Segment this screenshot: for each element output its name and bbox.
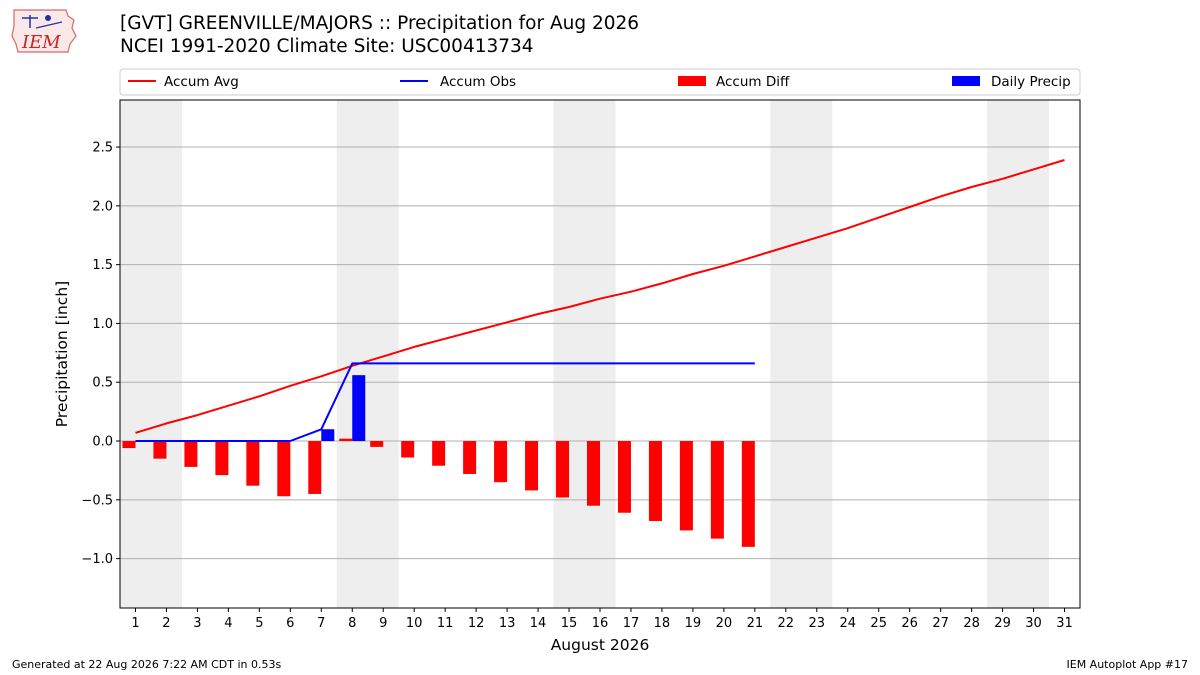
generated-timestamp: Generated at 22 Aug 2026 7:22 AM CDT in … <box>12 658 282 671</box>
accum-diff-bar <box>401 441 415 458</box>
daily-precip-bar <box>352 375 366 442</box>
accum-diff-bar <box>556 441 570 498</box>
accum-diff-bar <box>617 441 631 513</box>
x-tick-label: 23 <box>809 616 826 631</box>
accum-diff-bar <box>308 441 322 494</box>
y-tick-label: 1.5 <box>92 258 113 273</box>
title-line-1: [GVT] GREENVILLE/MAJORS :: Precipitation… <box>120 13 640 34</box>
app-credit: IEM Autoplot App #17 <box>1066 658 1189 671</box>
iem-logo: IEM <box>8 6 80 58</box>
accum-diff-bar <box>679 441 693 531</box>
x-axis-label: August 2026 <box>551 636 650 654</box>
logo-text: IEM <box>21 32 61 53</box>
legend-entry-daily-precip: Daily Precip <box>952 74 1071 90</box>
x-tick-label: 10 <box>406 616 423 631</box>
accum-avg-line <box>135 159 1065 434</box>
x-tick-label: 8 <box>348 616 356 631</box>
x-tick-label: 12 <box>468 616 485 631</box>
legend-label-accum-diff: Accum Diff <box>716 74 790 90</box>
accum-diff-bar <box>494 441 508 483</box>
x-tick-label: 27 <box>932 616 949 631</box>
x-tick-label: 9 <box>379 616 387 631</box>
x-tick-label: 16 <box>592 616 609 631</box>
x-tick-label: 5 <box>255 616 263 631</box>
legend-entry-accum-obs: Accum Obs <box>400 74 516 90</box>
weekend-shading <box>120 100 1050 608</box>
y-tick-label: 0.5 <box>92 376 113 391</box>
x-tick-label: 1 <box>131 616 139 631</box>
legend-label-accum-avg: Accum Avg <box>164 74 239 90</box>
y-axis-ticks: −1.0 −0.5 0.0 0.5 1.0 1.5 2.0 2.5 <box>81 141 120 567</box>
accum-diff-bar <box>277 441 291 497</box>
y-tick-label: 0.0 <box>92 435 113 450</box>
x-tick-label: 13 <box>499 616 516 631</box>
accum-diff-bar <box>246 441 260 486</box>
x-tick-label: 26 <box>901 616 918 631</box>
title-line-2: NCEI 1991-2020 Climate Site: USC00413734 <box>120 36 534 57</box>
x-tick-label: 29 <box>994 616 1011 631</box>
accum-diff-bar <box>184 441 198 467</box>
x-tick-label: 22 <box>778 616 795 631</box>
weekend-band <box>553 100 616 608</box>
x-tick-label: 25 <box>870 616 887 631</box>
chart-title: [GVT] GREENVILLE/MAJORS :: Precipitation… <box>120 12 639 58</box>
accum-diff-bar <box>215 441 229 476</box>
accum-diff-bar <box>525 441 539 491</box>
y-tick-label: −0.5 <box>81 493 113 508</box>
accum-diff-bar <box>648 441 662 521</box>
accum-diff-bar <box>741 441 755 547</box>
legend: Accum Avg Accum Obs Accum Diff Daily Pre… <box>119 68 1081 96</box>
legend-label-daily-precip: Daily Precip <box>991 74 1071 90</box>
legend-frame <box>119 68 1081 96</box>
x-tick-label: 20 <box>716 616 733 631</box>
accum-diff-bar <box>370 441 384 447</box>
legend-entry-accum-avg: Accum Avg <box>128 74 239 90</box>
legend-swatch-daily-precip <box>952 76 980 86</box>
x-tick-label: 31 <box>1056 616 1073 631</box>
x-tick-label: 21 <box>747 616 764 631</box>
x-tick-label: 2 <box>162 616 170 631</box>
x-tick-label: 4 <box>224 616 232 631</box>
legend-entry-accum-diff: Accum Diff <box>678 74 790 90</box>
x-tick-label: 18 <box>654 616 671 631</box>
y-tick-label: 1.0 <box>92 317 113 332</box>
bars <box>122 375 755 547</box>
x-tick-label: 30 <box>1025 616 1042 631</box>
accum-obs-line <box>135 362 755 442</box>
x-tick-label: 7 <box>317 616 325 631</box>
accum-diff-bar <box>586 441 600 506</box>
accum-diff-bar <box>432 441 446 466</box>
x-tick-label: 28 <box>963 616 980 631</box>
accum-diff-bar <box>463 441 477 474</box>
accum-diff-bar <box>122 441 136 449</box>
y-tick-label: −1.0 <box>81 552 113 567</box>
x-tick-label: 14 <box>530 616 547 631</box>
daily-precip-bar <box>321 429 335 442</box>
x-tick-label: 19 <box>685 616 702 631</box>
weekend-band <box>770 100 833 608</box>
legend-label-accum-obs: Accum Obs <box>440 74 516 90</box>
accum-diff-bar <box>710 441 724 539</box>
accum-diff-bar <box>153 441 167 459</box>
lines <box>135 159 1065 442</box>
x-tick-label: 3 <box>193 616 201 631</box>
x-tick-label: 11 <box>437 616 454 631</box>
weekend-band <box>987 100 1050 608</box>
x-tick-label: 24 <box>839 616 856 631</box>
legend-swatch-accum-diff <box>678 76 706 86</box>
y-tick-label: 2.0 <box>92 199 113 214</box>
y-tick-label: 2.5 <box>92 141 113 156</box>
x-tick-label: 6 <box>286 616 294 631</box>
y-axis-label: Precipitation [inch] <box>53 281 71 427</box>
accum-diff-bar <box>339 438 353 442</box>
x-tick-label: 15 <box>561 616 578 631</box>
weekend-band <box>120 100 182 608</box>
x-tick-label: 17 <box>623 616 640 631</box>
x-axis-ticks: 1 2 3 4 5 6 7 8 9 10 11 12 13 14 15 16 17 18 19 20 21 22 23 24 2… <box>131 608 1073 631</box>
